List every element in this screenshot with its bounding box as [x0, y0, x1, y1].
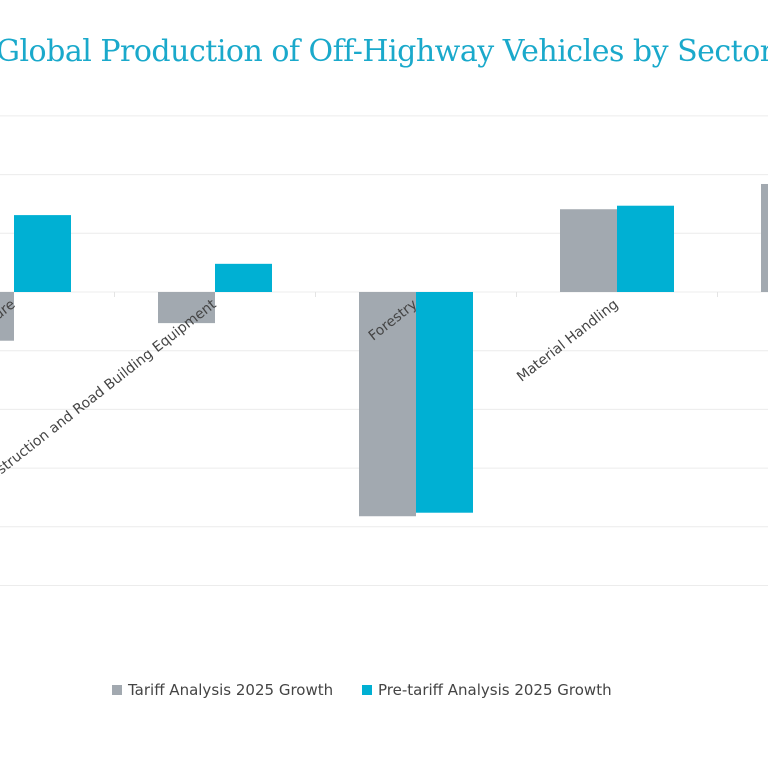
bar-pre-tariff: [215, 263, 272, 292]
chart-title: Global Production of Off-Highway Vehicle…: [0, 34, 768, 69]
legend-label-tariff: Tariff Analysis 2025 Growth: [128, 681, 334, 699]
bar-tariff: [359, 292, 416, 517]
legend-label-pre-tariff: Pre-tariff Analysis 2025 Growth: [378, 681, 612, 699]
category-label: Construction and Road Building Equipment: [0, 296, 220, 494]
legend-item-pre-tariff[interactable]: Pre-tariff Analysis 2025 Growth: [362, 681, 612, 699]
bar-pre-tariff: [416, 292, 473, 513]
legend-swatch-tariff: [112, 685, 122, 695]
legend-item-tariff[interactable]: Tariff Analysis 2025 Growth: [112, 681, 333, 699]
category-label: Material Handling: [514, 297, 621, 386]
bar-pre-tariff: [14, 215, 71, 292]
bar-pre-tariff: [617, 205, 674, 292]
bar-tariff: [761, 183, 768, 292]
bar-tariff: [560, 209, 617, 292]
legend-swatch-pre-tariff: [362, 685, 372, 695]
bar-tariff: [158, 292, 215, 324]
bar-tariff: [0, 292, 14, 341]
